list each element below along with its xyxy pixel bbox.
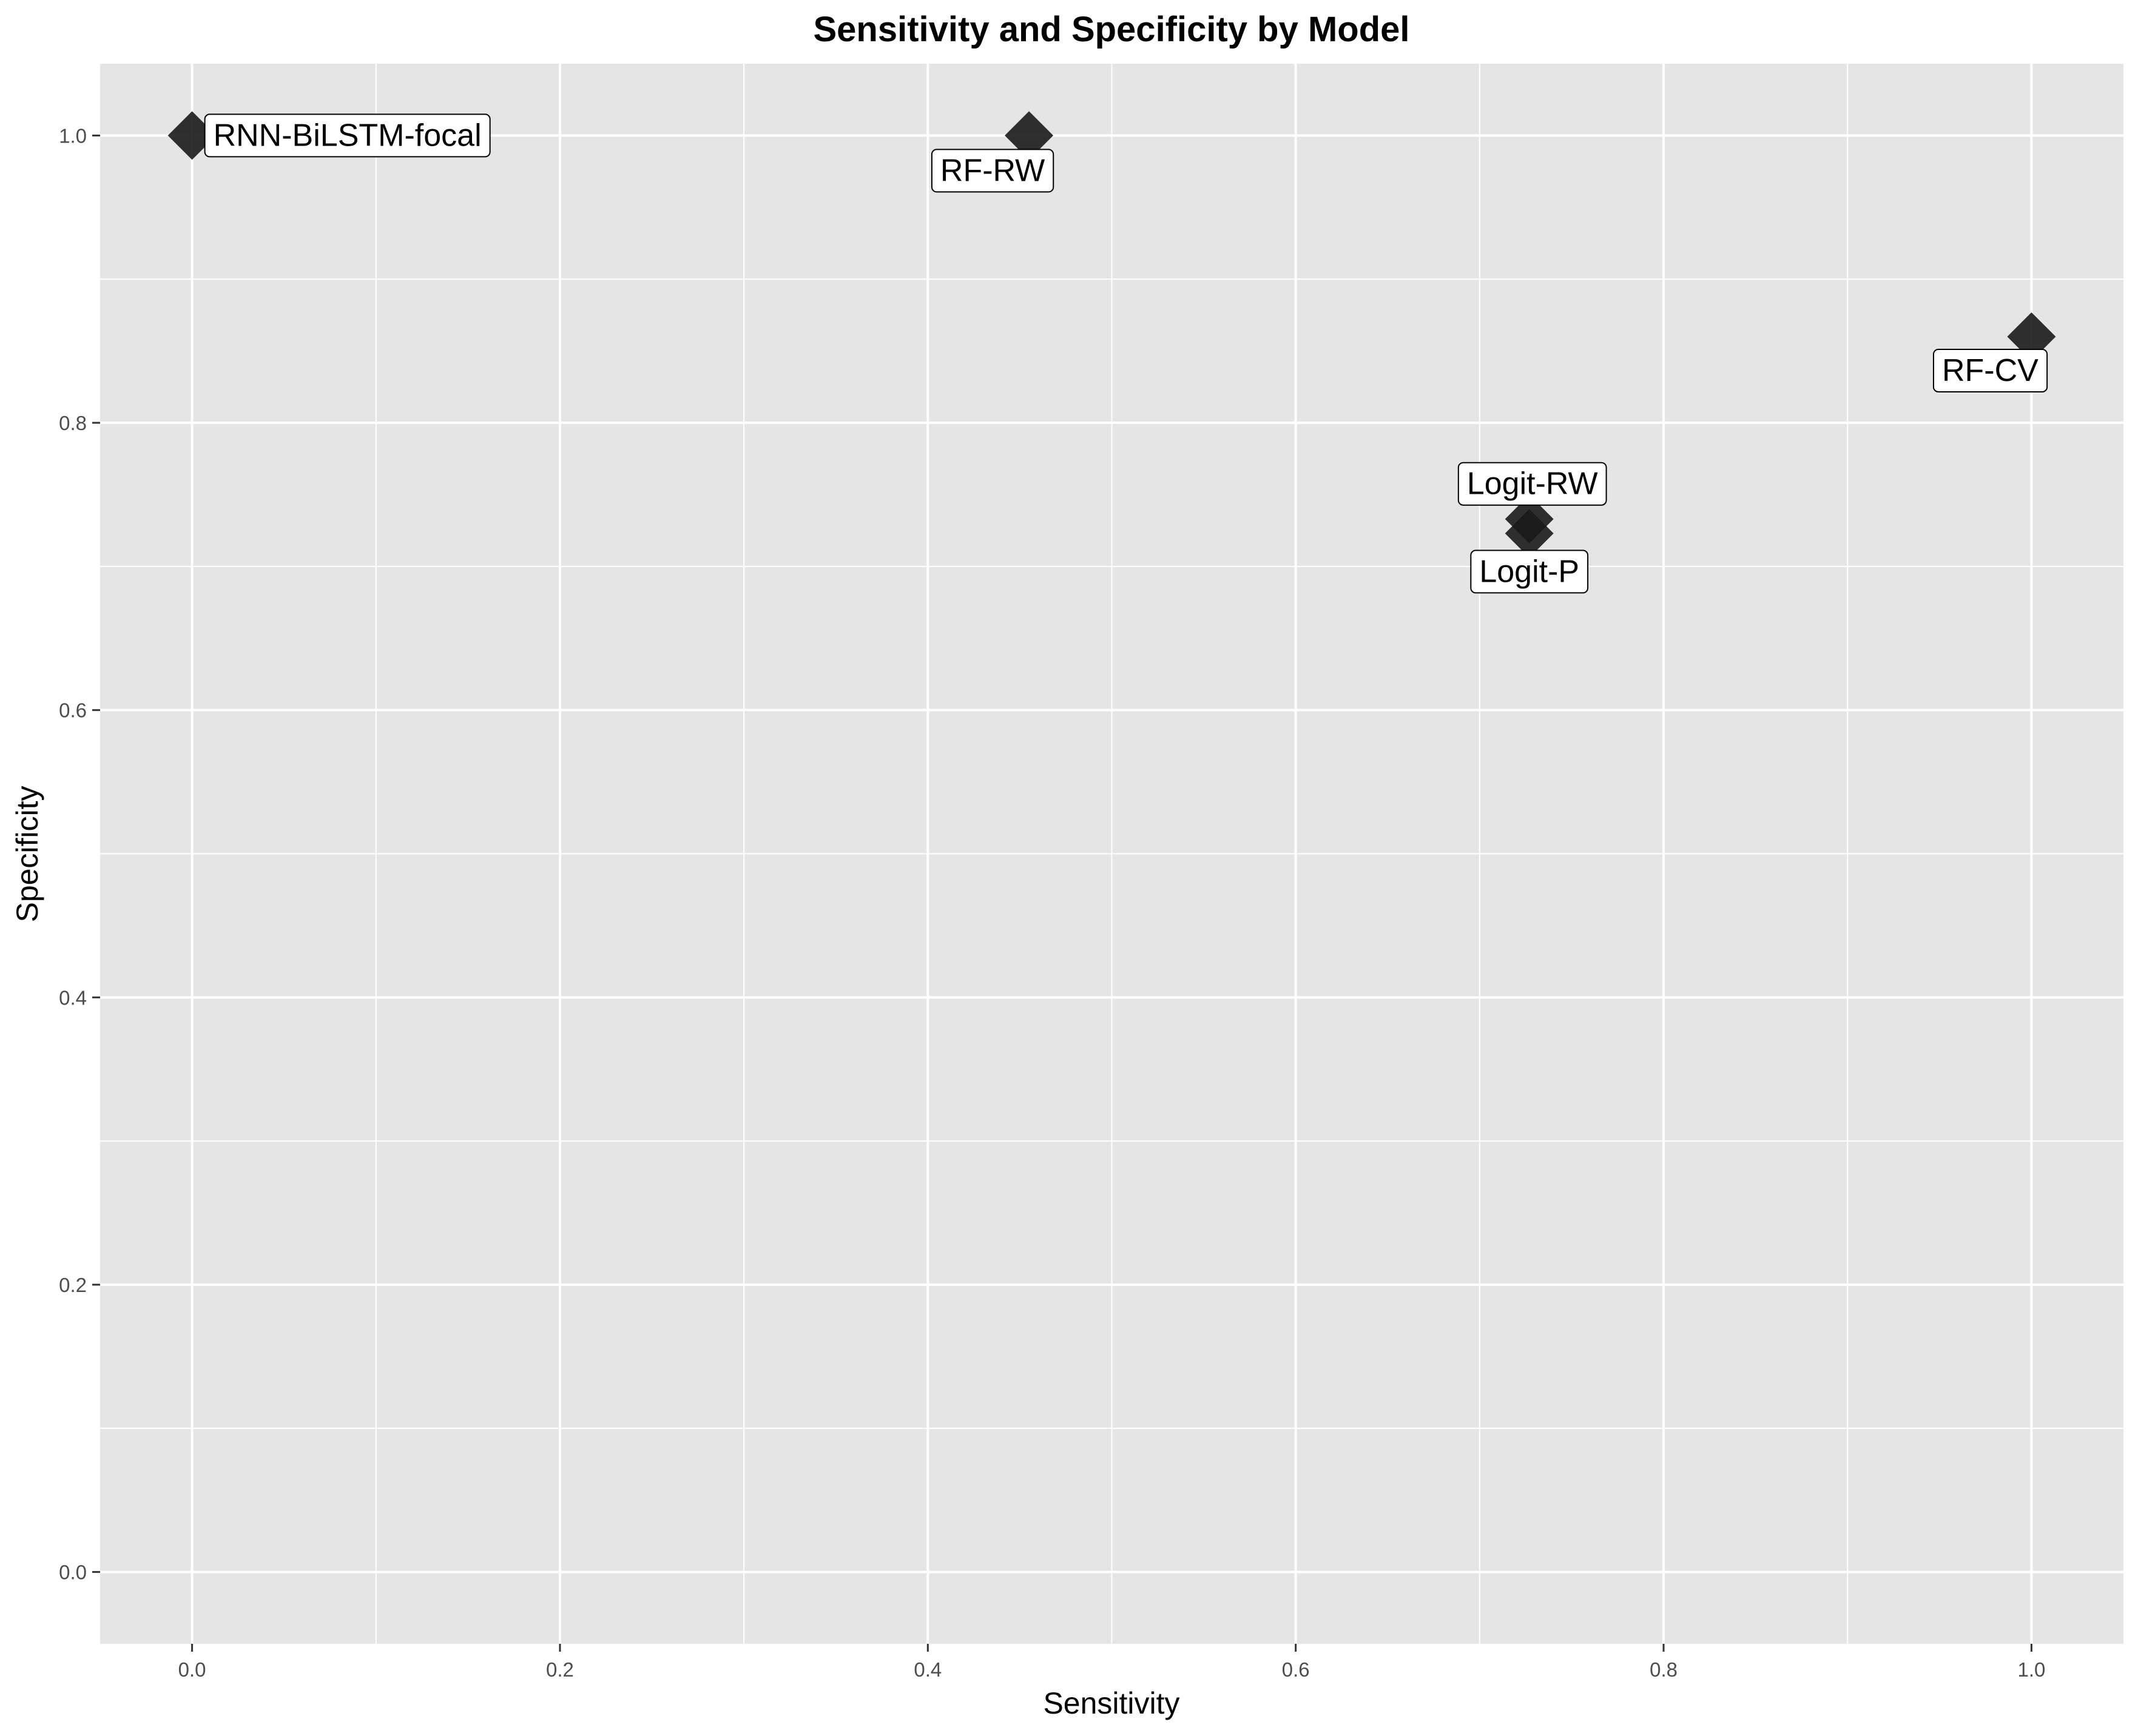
point-label-text: RNN-BiLSTM-focal xyxy=(214,118,482,153)
chart-title: Sensitivity and Specificity by Model xyxy=(813,10,1409,49)
point-label-text: Logit-P xyxy=(1479,554,1579,589)
point-label-box xyxy=(1932,348,2048,392)
y-tick-label: 0.6 xyxy=(59,699,87,722)
point-label: RF-RW xyxy=(931,149,1054,193)
y-tick-label: 0.8 xyxy=(59,412,87,434)
y-tick-label: 0.2 xyxy=(59,1274,87,1296)
x-tick-label: 0.8 xyxy=(1650,1658,1678,1681)
point-label-text: Logit-RW xyxy=(1467,466,1598,502)
y-tick-label: 0.0 xyxy=(59,1561,87,1584)
point-label-text: RF-RW xyxy=(940,153,1045,188)
point-label-box xyxy=(931,149,1054,193)
point-label: RF-CV xyxy=(1932,348,2048,392)
point-labels: RNN-BiLSTM-focal RF-RW RF-CV Logit-RW Logit-… xyxy=(204,113,2048,594)
point-label-text: RF-CV xyxy=(1942,353,2039,388)
x-axis-title: Sensitivity xyxy=(1043,1686,1179,1720)
grid-major-lines xyxy=(100,64,2123,1644)
point-label: Logit-RW xyxy=(1457,462,1607,506)
x-tick-label: 0.2 xyxy=(546,1658,574,1681)
y-axis-ticks: 0.0 0.2 0.4 0.6 0.8 1.0 xyxy=(59,124,100,1584)
x-tick-label: 0.4 xyxy=(914,1658,942,1681)
x-tick-label: 0.0 xyxy=(178,1658,206,1681)
point-label-box xyxy=(1457,462,1607,506)
y-axis-title: Specificity xyxy=(10,786,44,922)
y-tick-label: 1.0 xyxy=(59,124,87,147)
point-label-box xyxy=(204,113,491,158)
y-tick-label: 0.4 xyxy=(59,986,87,1009)
x-tick-label: 0.6 xyxy=(1282,1658,1310,1681)
data-point xyxy=(1005,111,1054,160)
x-tick-label: 1.0 xyxy=(2017,1658,2045,1681)
point-label: RNN-BiLSTM-focal xyxy=(204,113,491,158)
x-axis-ticks: 0.0 0.2 0.4 0.6 0.8 1.0 xyxy=(178,1644,2045,1681)
grid-minor-lines xyxy=(100,64,2123,1644)
data-point xyxy=(1505,509,1554,558)
point-label-box xyxy=(1470,550,1589,594)
point-label: Logit-P xyxy=(1470,550,1589,594)
